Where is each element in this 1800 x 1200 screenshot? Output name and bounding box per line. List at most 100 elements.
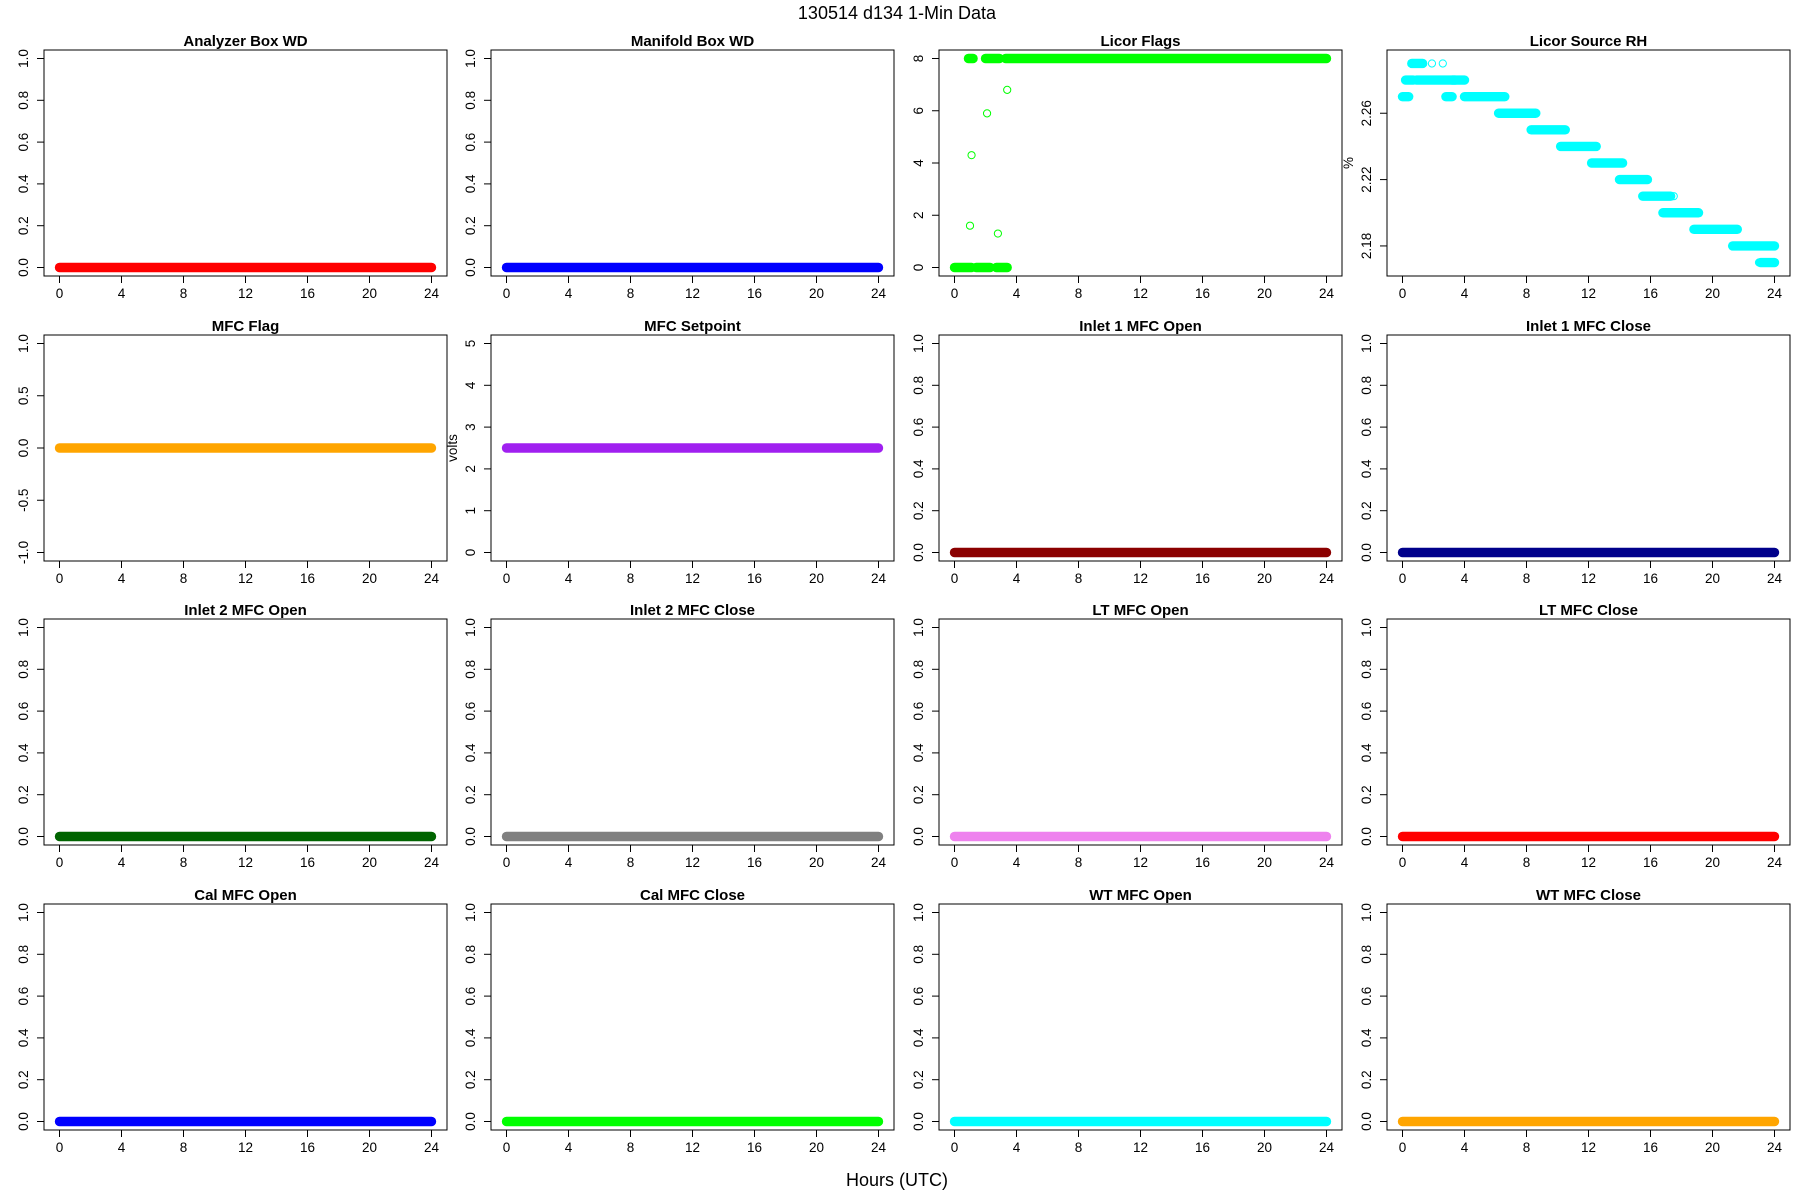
y-tick-label: 0.6 [16, 987, 31, 1006]
y-tick-label: 0.8 [16, 945, 31, 964]
y-tick-label: 4 [463, 381, 478, 389]
y-tick-label: 0.2 [1359, 785, 1374, 804]
x-tick-label: 0 [1399, 855, 1407, 870]
panel-title: WT MFC Close [1536, 887, 1641, 904]
panel-grid: Analyzer Box WD0 4 8 12 16 20 240.00.20.40.60.… [16, 33, 1791, 1155]
x-tick-label: 24 [1767, 571, 1783, 586]
data-point [1754, 258, 1764, 267]
x-tick-label: 12 [238, 571, 253, 586]
y-tick-label: 0.2 [1359, 501, 1374, 520]
x-tick-label: 24 [424, 571, 440, 586]
y-tick-label: 1.0 [16, 903, 31, 922]
x-tick-label: 20 [809, 571, 824, 586]
x-tick-label: 8 [1075, 1140, 1083, 1155]
x-tick-label: 12 [1133, 286, 1148, 301]
panel-title: Cal MFC Close [640, 887, 745, 904]
y-tick-label: 0.8 [1359, 945, 1374, 964]
y-tick-label: 0.2 [463, 1070, 478, 1089]
x-tick-label: 16 [300, 855, 315, 870]
x-tick-label: 24 [1319, 571, 1335, 586]
x-tick-label: 16 [300, 286, 315, 301]
y-tick-label: 0.2 [911, 1070, 926, 1089]
x-tick-label: 0 [1399, 571, 1407, 586]
figure-title: 130514 d134 1-Min Data [798, 3, 997, 23]
data-series [949, 53, 1332, 273]
y-tick-label: 1.0 [1359, 903, 1374, 922]
x-tick-label: 20 [1705, 855, 1720, 870]
y-tick-label: 0.4 [16, 1028, 31, 1047]
data-point [993, 229, 1003, 238]
x-tick-label: 16 [747, 855, 762, 870]
panel-title: Inlet 2 MFC Open [184, 602, 307, 619]
y-tick-label: 0.0 [1359, 827, 1374, 846]
y-tick-label: 0.4 [1359, 1028, 1374, 1047]
x-tick-label: 8 [1523, 1140, 1531, 1155]
panel-title: MFC Setpoint [644, 318, 741, 335]
panel-title: Cal MFC Open [194, 887, 297, 904]
panel-9: Inlet 2 MFC Open 0 4 8 12 16 20 24 0.0 0.2 0.4 0.6 0… [16, 602, 448, 870]
y-tick-label: 0.4 [911, 743, 926, 762]
y-tick-label: 1.0 [16, 49, 31, 68]
panel-14: Cal MFC Close 0 4 8 12 16 20 24 0.0 0.2 0.4 0.6 0.8 1… [463, 887, 895, 1155]
y-tick-label: 0.8 [911, 376, 926, 395]
y-tick-label: 0.8 [16, 660, 31, 679]
x-tick-label: 24 [424, 286, 440, 301]
x-tick-label: 4 [1461, 1140, 1469, 1155]
x-tick-label: 20 [362, 286, 377, 301]
data-point [967, 151, 976, 160]
y-tick-label: 0.6 [1359, 418, 1374, 437]
y-tick-label: 0.6 [16, 702, 31, 721]
y-tick-label: 2 [463, 465, 478, 473]
x-tick-label: 16 [1195, 855, 1210, 870]
x-tick-label: 20 [1257, 286, 1272, 301]
y-tick-label: 2.22 [1359, 166, 1374, 192]
x-tick-label: 12 [1133, 855, 1148, 870]
y-tick-label: 1.0 [911, 334, 926, 353]
y-tick-label: 0.6 [463, 987, 478, 1006]
x-tick-label: 20 [1705, 571, 1720, 586]
y-tick-label: 0.4 [463, 174, 478, 193]
panel-title: WT MFC Open [1089, 887, 1191, 904]
panel-1: Analyzer Box WD 0 4 8 12 16 20 24 0.0 0.2 0.4 0.6 0.… [16, 33, 448, 301]
x-tick-label: 16 [300, 1140, 315, 1155]
y-tick-label: 6 [911, 107, 926, 115]
x-tick-label: 12 [238, 286, 253, 301]
x-tick-label: 20 [809, 286, 824, 301]
x-tick-label: 4 [1013, 1140, 1021, 1155]
x-tick-label: 12 [238, 855, 253, 870]
y-tick-label: 0.4 [911, 1028, 926, 1047]
y-tick-label: 0.0 [16, 258, 31, 277]
y-tick-label: 2 [911, 211, 926, 219]
x-tick-label: 0 [56, 571, 64, 586]
y-tick-label: 0.8 [1359, 376, 1374, 395]
panel-10: Inlet 2 MFC Close 0 4 8 12 16 20 24 0.0 0.2 0.4 0.6… [463, 602, 895, 870]
y-tick-label: 0.0 [1359, 543, 1374, 562]
y-tick-label: 0.6 [911, 987, 926, 1006]
x-tick-label: 0 [503, 855, 511, 870]
x-tick-label: 12 [685, 1140, 700, 1155]
y-tick-label: 0.2 [16, 216, 31, 235]
x-tick-label: 20 [1257, 571, 1272, 586]
x-tick-label: 24 [871, 1140, 887, 1155]
y-tick-label: 0.5 [16, 386, 31, 405]
x-tick-label: 4 [565, 855, 573, 870]
panel-title: MFC Flag [212, 318, 280, 335]
x-tick-label: 12 [1581, 286, 1596, 301]
y-tick-label: 3 [463, 423, 478, 431]
data-point [982, 109, 992, 118]
x-tick-label: 24 [871, 571, 887, 586]
y-tick-label: 0.0 [16, 1112, 31, 1131]
x-tick-label: 24 [1319, 855, 1335, 870]
x-tick-label: 0 [503, 571, 511, 586]
x-tick-label: 16 [1195, 571, 1210, 586]
y-tick-label: -0.5 [16, 489, 31, 512]
x-tick-label: 8 [1523, 855, 1531, 870]
panel-8: Inlet 1 MFC Close 0 4 8 12 16 20 24 0.0 0.2 0.4 0.6… [1359, 318, 1791, 586]
x-tick-label: 16 [1643, 286, 1658, 301]
x-tick-label: 16 [747, 1140, 762, 1155]
x-tick-label: 20 [809, 855, 824, 870]
data-point [965, 221, 975, 230]
x-tick-label: 0 [951, 1140, 959, 1155]
